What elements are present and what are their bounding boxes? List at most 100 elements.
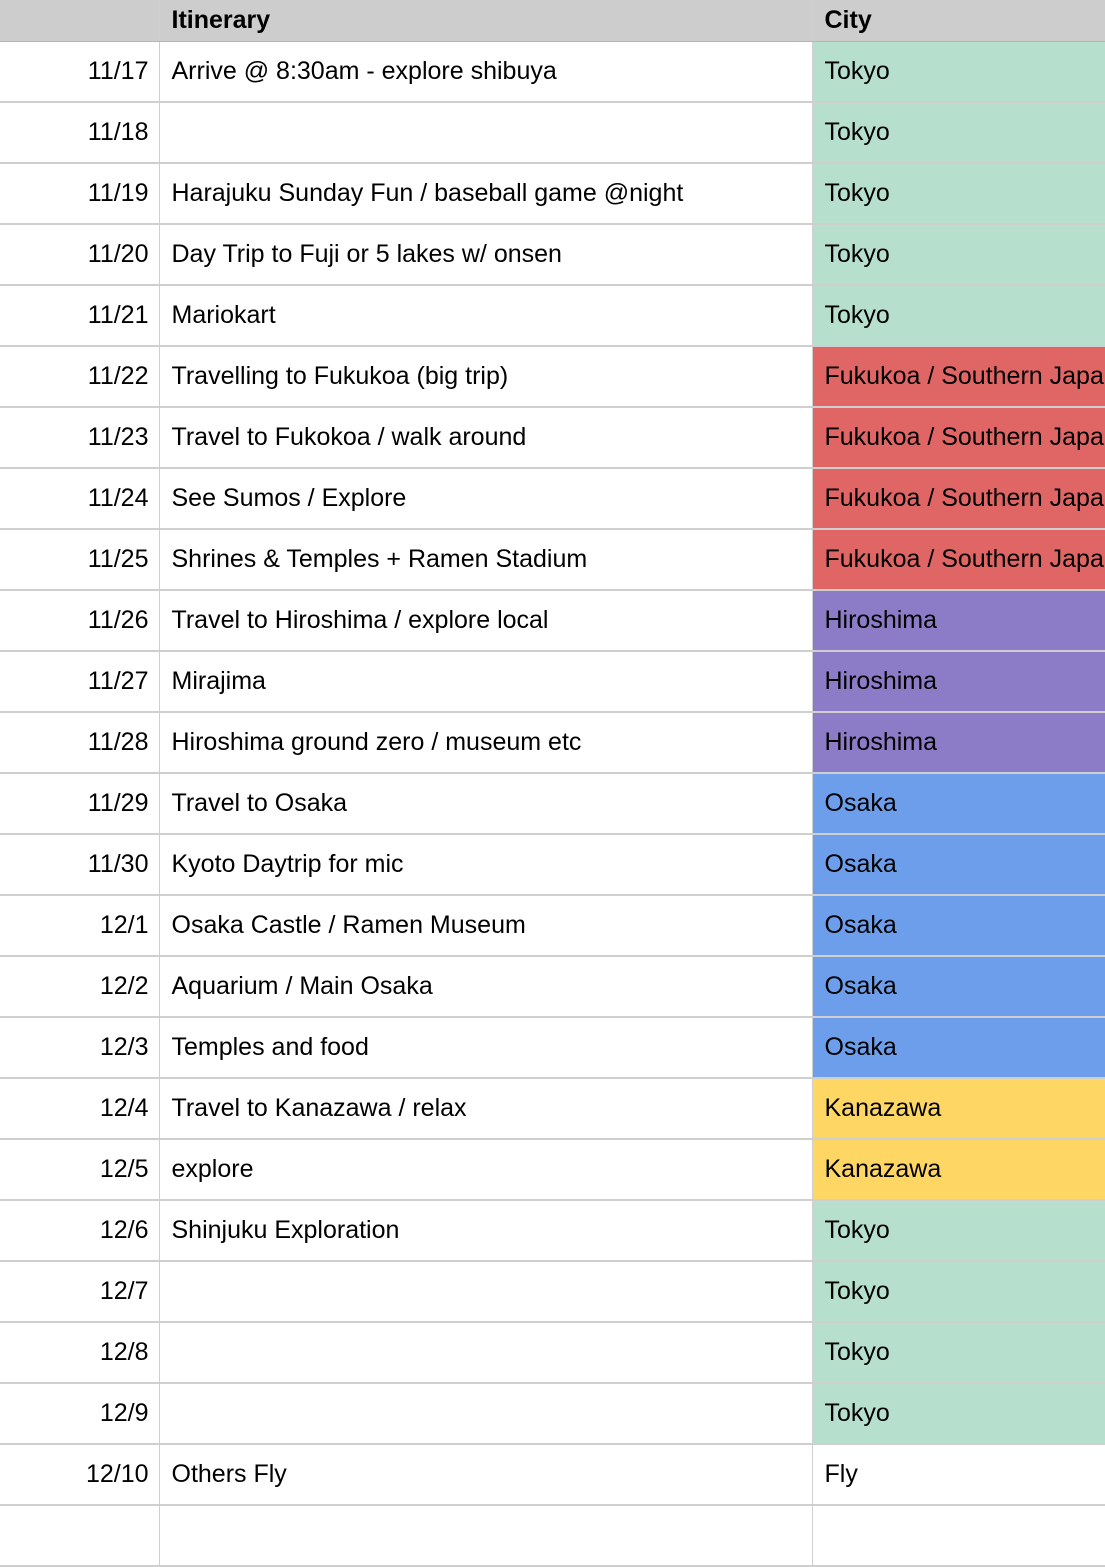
cell-date[interactable]: 11/29 bbox=[0, 773, 160, 835]
cell-itinerary[interactable]: Others Fly bbox=[159, 1444, 813, 1506]
cell-itinerary[interactable] bbox=[159, 102, 813, 164]
cell-itinerary[interactable]: Travelling to Fukukoa (big trip) bbox=[159, 346, 813, 408]
cell-itinerary[interactable] bbox=[159, 1505, 813, 1567]
cell-city[interactable]: Tokyo bbox=[812, 1322, 1105, 1384]
table-row[interactable]: 11/23 Travel to Fukokoa / walk around Fuku… bbox=[0, 407, 1105, 469]
cell-date[interactable]: 12/5 bbox=[0, 1139, 160, 1201]
table-row[interactable]: 11/29 Travel to Osaka Osaka bbox=[0, 773, 1105, 835]
cell-itinerary[interactable]: Day Trip to Fuji or 5 lakes w/ onsen bbox=[159, 224, 813, 286]
cell-date[interactable]: 11/28 bbox=[0, 712, 160, 774]
cell-city[interactable]: Tokyo bbox=[812, 224, 1105, 286]
cell-city[interactable]: Tokyo bbox=[812, 285, 1105, 347]
cell-city[interactable] bbox=[812, 1505, 1105, 1567]
cell-date[interactable]: 11/19 bbox=[0, 163, 160, 225]
cell-date[interactable]: 11/27 bbox=[0, 651, 160, 713]
table-row[interactable]: 12/5 explore Kanazawa bbox=[0, 1139, 1105, 1201]
table-row[interactable]: 12/3 Temples and food Osaka bbox=[0, 1017, 1105, 1079]
table-row[interactable]: 11/25 Shrines & Temples + Ramen Stadium Fu… bbox=[0, 529, 1105, 591]
cell-date[interactable]: 11/23 bbox=[0, 407, 160, 469]
table-row[interactable]: 11/30 Kyoto Daytrip for mic Osaka bbox=[0, 834, 1105, 896]
cell-itinerary[interactable]: Arrive @ 8:30am - explore shibuya bbox=[159, 41, 813, 103]
cell-date[interactable]: 11/20 bbox=[0, 224, 160, 286]
table-row[interactable]: 11/26 Travel to Hiroshima / explore local… bbox=[0, 590, 1105, 652]
cell-city[interactable]: Tokyo bbox=[812, 41, 1105, 103]
cell-itinerary[interactable] bbox=[159, 1261, 813, 1323]
cell-itinerary[interactable]: Mariokart bbox=[159, 285, 813, 347]
cell-city[interactable]: Tokyo bbox=[812, 1261, 1105, 1323]
cell-date[interactable]: 11/21 bbox=[0, 285, 160, 347]
table-row[interactable]: 12/8 Tokyo bbox=[0, 1322, 1105, 1384]
cell-city[interactable]: Osaka bbox=[812, 773, 1105, 835]
cell-date[interactable]: 11/18 bbox=[0, 102, 160, 164]
cell-date[interactable]: 12/6 bbox=[0, 1200, 160, 1262]
table-row[interactable]: 11/27 Mirajima Hiroshima bbox=[0, 651, 1105, 713]
cell-date[interactable]: 12/10 bbox=[0, 1444, 160, 1506]
cell-city[interactable]: Tokyo bbox=[812, 1200, 1105, 1262]
cell-date[interactable]: 11/30 bbox=[0, 834, 160, 896]
cell-date[interactable]: 11/25 bbox=[0, 529, 160, 591]
cell-itinerary[interactable]: Shrines & Temples + Ramen Stadium bbox=[159, 529, 813, 591]
table-row[interactable]: 11/17 Arrive @ 8:30am - explore shibuya To… bbox=[0, 41, 1105, 103]
table-row[interactable]: 11/20 Day Trip to Fuji or 5 lakes w/ onse… bbox=[0, 224, 1105, 286]
table-row[interactable] bbox=[0, 1505, 1105, 1567]
table-row[interactable]: 12/1 Osaka Castle / Ramen Museum Osaka bbox=[0, 895, 1105, 957]
cell-itinerary[interactable]: Travel to Osaka bbox=[159, 773, 813, 835]
table-row[interactable]: 11/19 Harajuku Sunday Fun / baseball game… bbox=[0, 163, 1105, 225]
cell-itinerary[interactable]: Aquarium / Main Osaka bbox=[159, 956, 813, 1018]
cell-city[interactable]: Kanazawa bbox=[812, 1078, 1105, 1140]
table-row[interactable]: 11/18 Tokyo bbox=[0, 102, 1105, 164]
cell-itinerary[interactable] bbox=[159, 1383, 813, 1445]
cell-itinerary[interactable]: Hiroshima ground zero / museum etc bbox=[159, 712, 813, 774]
cell-date[interactable]: 12/4 bbox=[0, 1078, 160, 1140]
table-row[interactable]: 11/28 Hiroshima ground zero / museum etc H… bbox=[0, 712, 1105, 774]
cell-city[interactable]: Fukukoa / Southern Japan bbox=[812, 346, 1105, 408]
cell-city[interactable]: Kanazawa bbox=[812, 1139, 1105, 1201]
table-row[interactable]: 12/10 Others Fly Fly bbox=[0, 1444, 1105, 1506]
cell-itinerary[interactable]: Mirajima bbox=[159, 651, 813, 713]
cell-itinerary[interactable]: Shinjuku Exploration bbox=[159, 1200, 813, 1262]
cell-date[interactable]: 12/8 bbox=[0, 1322, 160, 1384]
cell-itinerary[interactable]: Travel to Fukokoa / walk around bbox=[159, 407, 813, 469]
cell-date[interactable]: 11/22 bbox=[0, 346, 160, 408]
column-header-city[interactable]: City bbox=[812, 0, 1105, 42]
cell-city[interactable]: Osaka bbox=[812, 834, 1105, 896]
table-row[interactable]: 12/9 Tokyo bbox=[0, 1383, 1105, 1445]
cell-city[interactable]: Hiroshima bbox=[812, 590, 1105, 652]
cell-city[interactable]: Fly bbox=[812, 1444, 1105, 1506]
cell-city[interactable]: Fukukoa / Southern Japan bbox=[812, 407, 1105, 469]
cell-city[interactable]: Osaka bbox=[812, 895, 1105, 957]
cell-city[interactable]: Fukukoa / Southern Japan bbox=[812, 529, 1105, 591]
table-row[interactable]: 11/24 See Sumos / Explore Fukukoa / Southe… bbox=[0, 468, 1105, 530]
cell-date[interactable]: 12/3 bbox=[0, 1017, 160, 1079]
cell-date[interactable]: 12/9 bbox=[0, 1383, 160, 1445]
column-header-date[interactable] bbox=[0, 0, 160, 42]
cell-itinerary[interactable]: explore bbox=[159, 1139, 813, 1201]
cell-itinerary[interactable]: Osaka Castle / Ramen Museum bbox=[159, 895, 813, 957]
table-row[interactable]: 12/4 Travel to Kanazawa / relax Kanazawa bbox=[0, 1078, 1105, 1140]
cell-date[interactable]: 11/26 bbox=[0, 590, 160, 652]
cell-city[interactable]: Tokyo bbox=[812, 163, 1105, 225]
cell-itinerary[interactable]: Temples and food bbox=[159, 1017, 813, 1079]
cell-date[interactable]: 12/1 bbox=[0, 895, 160, 957]
cell-city[interactable]: Osaka bbox=[812, 956, 1105, 1018]
cell-city[interactable]: Osaka bbox=[812, 1017, 1105, 1079]
cell-city[interactable]: Hiroshima bbox=[812, 651, 1105, 713]
cell-date[interactable]: 11/24 bbox=[0, 468, 160, 530]
table-row[interactable]: 12/2 Aquarium / Main Osaka Osaka bbox=[0, 956, 1105, 1018]
table-row[interactable]: 11/21 Mariokart Tokyo bbox=[0, 285, 1105, 347]
cell-date[interactable]: 11/17 bbox=[0, 41, 160, 103]
cell-city[interactable]: Fukukoa / Southern Japan bbox=[812, 468, 1105, 530]
table-row[interactable]: 12/7 Tokyo bbox=[0, 1261, 1105, 1323]
table-row[interactable]: 11/22 Travelling to Fukukoa (big trip) Fuk… bbox=[0, 346, 1105, 408]
cell-city[interactable]: Tokyo bbox=[812, 1383, 1105, 1445]
cell-itinerary[interactable]: Kyoto Daytrip for mic bbox=[159, 834, 813, 896]
cell-date[interactable]: 12/2 bbox=[0, 956, 160, 1018]
cell-itinerary[interactable] bbox=[159, 1322, 813, 1384]
cell-itinerary[interactable]: Harajuku Sunday Fun / baseball game @nig… bbox=[159, 163, 813, 225]
table-row[interactable]: 12/6 Shinjuku Exploration Tokyo bbox=[0, 1200, 1105, 1262]
cell-city[interactable]: Hiroshima bbox=[812, 712, 1105, 774]
column-header-itinerary[interactable]: Itinerary bbox=[159, 0, 813, 42]
cell-itinerary[interactable]: See Sumos / Explore bbox=[159, 468, 813, 530]
cell-date[interactable] bbox=[0, 1505, 160, 1567]
cell-itinerary[interactable]: Travel to Hiroshima / explore local bbox=[159, 590, 813, 652]
